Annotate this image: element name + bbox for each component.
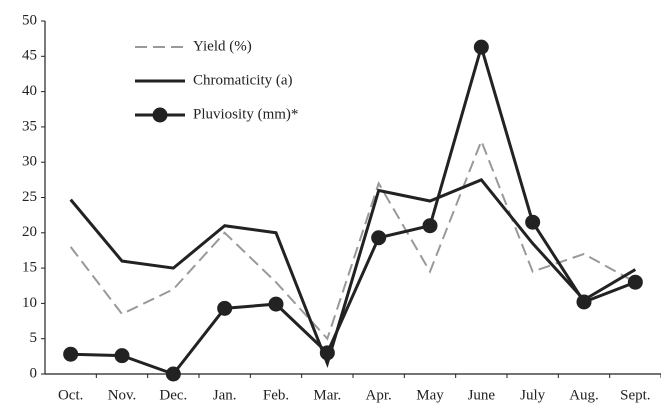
point <box>371 230 387 246</box>
y-tick-label: 25 <box>22 189 37 205</box>
x-tick-label: Aug. <box>569 387 599 403</box>
y-tick-label: 5 <box>30 330 38 346</box>
x-tick-label: June <box>468 387 496 403</box>
point <box>217 300 233 316</box>
x-tick-label: Jan. <box>213 387 237 403</box>
y-tick-label: 10 <box>22 295 37 311</box>
legend-label: Pluviosity (mm)* <box>193 106 298 122</box>
legend-label: Chromaticity (a) <box>193 72 293 88</box>
point <box>576 294 592 310</box>
x-tick-label: May <box>416 387 444 403</box>
y-tick-label: 40 <box>22 83 37 99</box>
x-tick-label: Oct. <box>58 387 83 403</box>
point <box>473 39 489 55</box>
x-tick-label: Nov. <box>108 387 137 403</box>
series-line <box>69 138 636 341</box>
point <box>319 345 335 361</box>
point <box>422 218 438 234</box>
legend-label: Yield (%) <box>193 38 252 54</box>
point <box>525 214 541 230</box>
y-tick-label: 0 <box>30 365 38 381</box>
x-tick-label: Mar. <box>313 387 341 403</box>
point <box>114 348 130 364</box>
x-tick-label: July <box>520 387 546 403</box>
x-tick-label: Apr. <box>366 387 392 403</box>
x-tick-label: Sept. <box>620 387 650 403</box>
y-tick-label: 50 <box>22 12 37 28</box>
point <box>63 346 79 362</box>
y-tick-label: 20 <box>22 224 37 240</box>
point <box>268 296 284 312</box>
legend-marker <box>152 107 168 123</box>
y-tick-label: 30 <box>22 154 37 170</box>
series-line <box>69 178 637 369</box>
point <box>627 274 643 290</box>
point <box>165 366 181 382</box>
y-tick-label: 45 <box>22 48 37 64</box>
y-tick-label: 15 <box>22 260 37 276</box>
y-tick-label: 35 <box>22 118 37 134</box>
series-line <box>70 41 636 376</box>
x-tick-label: Dec. <box>159 387 187 403</box>
x-tick-label: Feb. <box>263 387 289 403</box>
